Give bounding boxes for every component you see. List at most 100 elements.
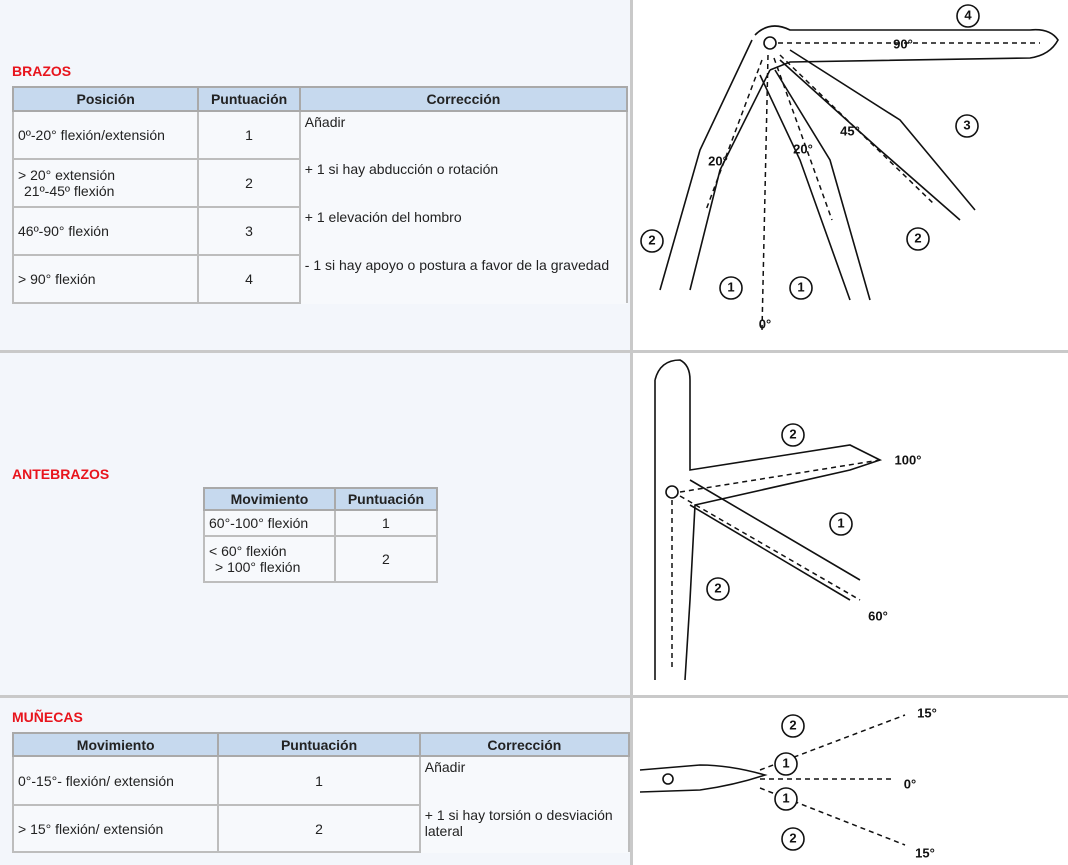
figure-label: 15° bbox=[915, 845, 935, 860]
cell-line: 46º-90° flexión bbox=[18, 223, 109, 239]
table-row: 0º-20° flexión/extensión 1 Añadir bbox=[11, 110, 629, 160]
score-cell: 2 bbox=[197, 158, 301, 208]
header-cell: Puntuación bbox=[333, 487, 439, 511]
label-circle bbox=[955, 114, 979, 138]
figure-label: 1 bbox=[782, 755, 789, 770]
figure-label: 20° bbox=[793, 141, 813, 156]
arm-figure bbox=[659, 25, 1059, 331]
cell-line: > 90° flexión bbox=[18, 271, 96, 287]
figure-label: 1 bbox=[727, 279, 734, 294]
header-cell: Corrección bbox=[418, 732, 631, 757]
score-cell: 1 bbox=[333, 509, 439, 537]
table: Posición Puntuación Corrección 0º-20° flexi… bbox=[11, 86, 629, 304]
label-circle bbox=[781, 423, 805, 447]
table-cell: > 90° flexión bbox=[11, 254, 200, 304]
section-title: BRAZOS bbox=[12, 63, 72, 79]
wrist-figure bbox=[639, 714, 906, 846]
label-circle bbox=[781, 714, 805, 738]
figure-label: 0° bbox=[904, 776, 916, 791]
cell-line: > 20° extensión bbox=[18, 167, 116, 183]
cell-line: < 60° flexión bbox=[209, 543, 287, 559]
score-cell: 1 bbox=[217, 755, 421, 806]
label-circle bbox=[829, 512, 853, 536]
figure-label: 20° bbox=[708, 153, 728, 168]
table-row: 0°-15°- flexión/ extensión 1 Añadir bbox=[11, 755, 631, 806]
cell-line: 21º-45º flexión bbox=[24, 183, 115, 199]
table-row: < 60° flexión > 100° flexión 2 bbox=[203, 535, 439, 583]
table: Movimiento Puntuación 60°-100° flexión 1 < 6… bbox=[203, 487, 439, 583]
figure-label: 90° bbox=[893, 36, 913, 51]
label-circle bbox=[781, 827, 805, 851]
table-cell: > 15° flexión/ extensión bbox=[11, 804, 220, 853]
score-cell: 3 bbox=[197, 206, 301, 256]
cell-line: 0°-15°- flexión/ extensión bbox=[18, 772, 174, 789]
table-row: 60°-100° flexión 1 bbox=[203, 509, 439, 537]
header-cell: Posición bbox=[11, 86, 200, 112]
table-row: > 90° flexión 4- 1 si hay apoyo o postura… bbox=[11, 254, 629, 304]
table: Movimiento Puntuación Corrección 0°-15°- fl… bbox=[11, 732, 631, 853]
table-cell: 0º-20° flexión/extensión bbox=[11, 110, 200, 160]
correction-cell: + 1 si hay torsión o desviación lateral bbox=[418, 805, 631, 852]
score-cell: 1 bbox=[197, 110, 301, 160]
score-cell: 2 bbox=[217, 804, 421, 853]
figure-label: 0° bbox=[759, 316, 771, 331]
label-circle bbox=[706, 577, 730, 601]
table-cell: > 20° extensión 21º-45º flexión bbox=[11, 158, 200, 208]
figure-label: 2 bbox=[648, 232, 655, 247]
correction-cell: + 1 elevación del hombro bbox=[298, 207, 629, 255]
figure-label: 1 bbox=[837, 515, 844, 530]
label-circle bbox=[774, 787, 798, 811]
header-row: Movimiento Puntuación Corrección bbox=[11, 732, 631, 757]
figure-label: 15° bbox=[917, 705, 937, 720]
cell-line: > 15° flexión/ extensión bbox=[18, 820, 164, 837]
label-circle bbox=[906, 227, 930, 251]
label-circle bbox=[956, 4, 980, 28]
table-cell: 0°-15°- flexión/ extensión bbox=[11, 755, 220, 806]
figure-label: 2 bbox=[714, 580, 721, 595]
table-cell: 60°-100° flexión bbox=[203, 509, 336, 537]
header-row: Posición Puntuación Corrección bbox=[11, 86, 629, 112]
header-cell: Movimiento bbox=[203, 487, 336, 511]
correction-cell: - 1 si hay apoyo o postura a favor de la… bbox=[298, 255, 629, 303]
figure-label: 2 bbox=[789, 426, 796, 441]
figure-label: 1 bbox=[797, 279, 804, 294]
cell-line: 60°-100° flexión bbox=[209, 515, 309, 531]
label-circle bbox=[640, 229, 664, 253]
separator bbox=[630, 0, 633, 865]
cell-line: > 100° flexión bbox=[215, 559, 301, 575]
figure-label: 2 bbox=[914, 230, 921, 245]
figure-label: 45° bbox=[840, 123, 860, 138]
figure-label: 2 bbox=[789, 717, 796, 732]
score-cell: 2 bbox=[333, 535, 439, 583]
table-cell: 46º-90° flexión bbox=[11, 206, 200, 256]
table-row: 46º-90° flexión 3 + 1 elevación del hombro bbox=[11, 206, 629, 256]
label-circle bbox=[789, 276, 813, 300]
label-circle bbox=[719, 276, 743, 300]
header-cell: Puntuación bbox=[217, 732, 421, 757]
table-cell: < 60° flexión > 100° flexión bbox=[203, 535, 336, 583]
header-cell: Corrección bbox=[298, 86, 629, 112]
figure-label: 1 bbox=[782, 790, 789, 805]
correction-cell: Añadir bbox=[298, 111, 629, 159]
correction-cell: Añadir bbox=[418, 756, 631, 805]
section-title: MUÑECAS bbox=[12, 709, 83, 725]
figure-label: 60° bbox=[868, 608, 888, 623]
section-title: ANTEBRAZOS bbox=[12, 466, 110, 482]
forearm-figure bbox=[654, 359, 883, 681]
score-cell: 4 bbox=[197, 254, 301, 304]
header-row: Movimiento Puntuación bbox=[203, 487, 439, 511]
table-row: > 15° flexión/ extensión 2 + 1 si hay tors… bbox=[11, 804, 631, 853]
figure-label: 100° bbox=[895, 452, 922, 467]
separator bbox=[0, 695, 1068, 698]
correction-cell: + 1 si hay abducción o rotación bbox=[298, 159, 629, 207]
table-row: > 20° extensión 21º-45º flexión 2 + 1 si ha… bbox=[11, 158, 629, 208]
figure-label: 2 bbox=[789, 830, 796, 845]
separator bbox=[0, 350, 1068, 353]
header-cell: Movimiento bbox=[11, 732, 220, 757]
header-cell: Puntuación bbox=[197, 86, 301, 112]
figure-label: 3 bbox=[963, 117, 970, 132]
cell-line: 0º-20° flexión/extensión bbox=[18, 127, 165, 143]
figure-label: 4 bbox=[964, 7, 972, 22]
